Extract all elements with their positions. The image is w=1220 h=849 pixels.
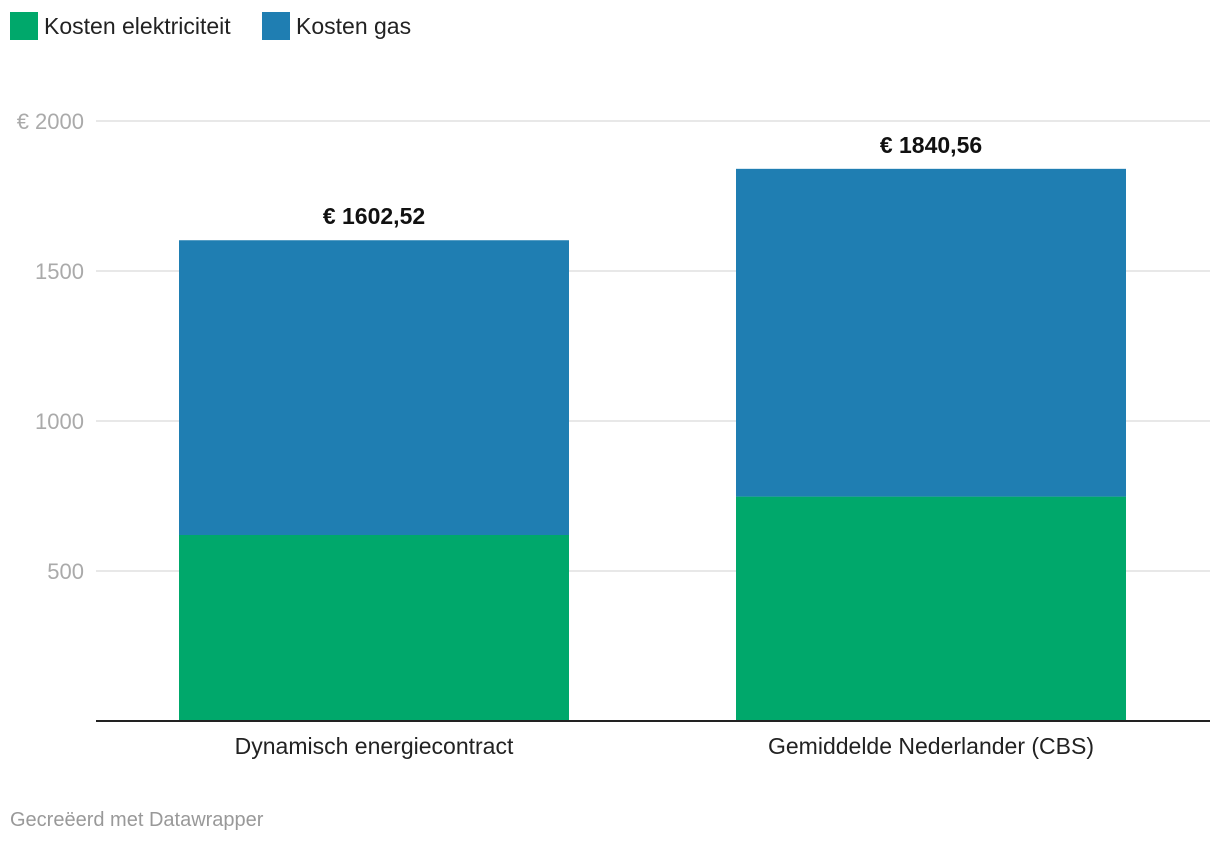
y-tick-label-500: 500: [47, 559, 84, 584]
y-axis-ticks: 500 1000 1500 € 2000: [17, 109, 84, 584]
total-labels: € 1602,52 € 1840,56: [323, 132, 982, 229]
legend-label-electricity: Kosten elektriciteit: [44, 13, 231, 39]
bar-segment-gas-0[interactable]: [179, 240, 569, 535]
legend-label-gas: Kosten gas: [296, 13, 411, 39]
total-label-1: € 1840,56: [880, 132, 982, 158]
y-tick-label-1000: 1000: [35, 409, 84, 434]
x-category-label-1: Gemiddelde Nederlander (CBS): [768, 733, 1094, 759]
legend: Kosten elektriciteit Kosten gas: [10, 12, 411, 40]
datawrapper-credit[interactable]: Gecreëerd met Datawrapper: [10, 809, 264, 831]
bar-segment-gas-1[interactable]: [736, 168, 1126, 497]
legend-swatch-gas: [262, 12, 290, 40]
legend-swatch-electricity: [10, 12, 38, 40]
total-label-0: € 1602,52: [323, 203, 425, 229]
x-category-label-0: Dynamisch energiecontract: [235, 733, 514, 759]
bars: [179, 168, 1126, 721]
y-tick-label-2000: € 2000: [17, 109, 84, 134]
x-axis-labels: Dynamisch energiecontract Gemiddelde Nede…: [235, 733, 1094, 759]
bar-segment-electricity-0[interactable]: [179, 535, 569, 721]
y-tick-label-1500: 1500: [35, 259, 84, 284]
bar-segment-electricity-1[interactable]: [736, 496, 1126, 721]
